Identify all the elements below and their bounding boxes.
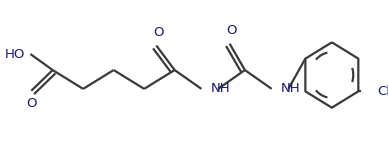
Text: NH: NH	[211, 82, 230, 95]
Text: NH: NH	[281, 82, 301, 95]
Text: O: O	[153, 26, 163, 39]
Text: O: O	[226, 24, 237, 37]
Text: Cl: Cl	[377, 85, 388, 98]
Text: O: O	[26, 97, 36, 110]
Text: HO: HO	[5, 48, 25, 61]
